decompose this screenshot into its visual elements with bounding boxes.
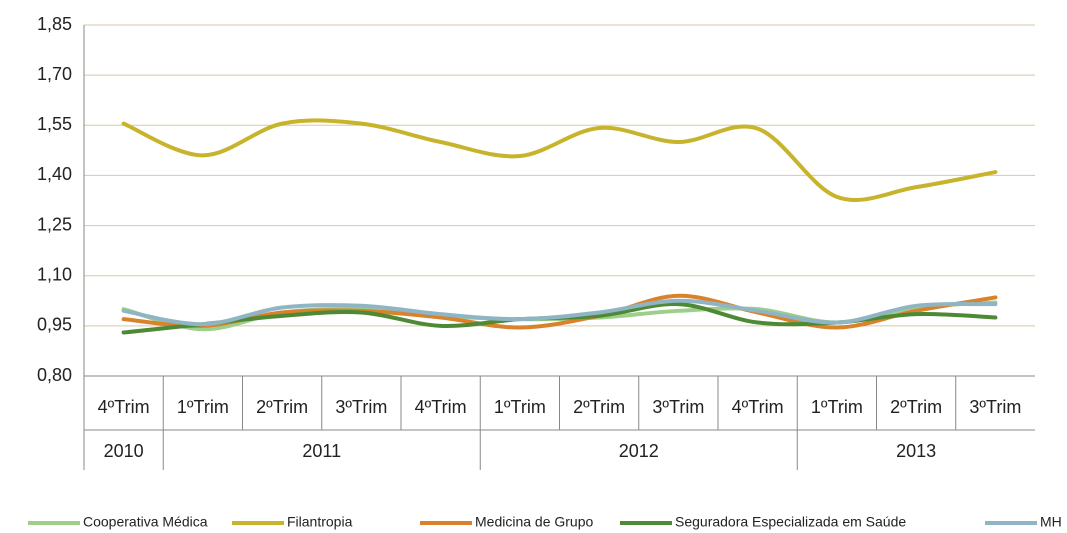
group-label: 2011 [302, 441, 341, 461]
y-tick-label: 1,25 [37, 214, 72, 234]
x-tick-label: 2ºTrim [890, 397, 942, 417]
x-tick-label: 3ºTrim [652, 397, 704, 417]
series-line [121, 298, 998, 327]
group-label: 2013 [896, 441, 936, 461]
x-tick-label: 4ºTrim [415, 397, 467, 417]
series-line [121, 118, 998, 202]
legend-label: Seguradora Especializada em Saúde [675, 514, 906, 530]
group-label: 2010 [104, 441, 144, 461]
y-tick-label: 1,40 [37, 164, 72, 184]
x-tick-label: 1ºTrim [177, 397, 229, 417]
x-tick-label: 1ºTrim [811, 397, 863, 417]
series-line [121, 293, 998, 330]
y-tick-label: 0,95 [37, 315, 72, 335]
legend-label: Cooperativa Médica [83, 514, 208, 530]
y-tick-label: 1,55 [37, 114, 72, 134]
y-tick-label: 0,80 [37, 365, 72, 385]
y-tick-label: 1,85 [37, 14, 72, 34]
legend-label: Filantropia [287, 514, 353, 530]
y-tick-label: 1,10 [37, 264, 72, 284]
group-label: 2012 [619, 441, 659, 461]
x-tick-label: 3ºTrim [969, 397, 1021, 417]
legend-label: Medicina de Grupo [475, 514, 594, 530]
legend-label: MH [1040, 514, 1062, 530]
y-tick-label: 1,70 [37, 64, 72, 84]
x-tick-label: 1ºTrim [494, 397, 546, 417]
x-tick-label: 4ºTrim [732, 397, 784, 417]
x-tick-label: 3ºTrim [335, 397, 387, 417]
x-tick-label: 2ºTrim [573, 397, 625, 417]
x-tick-label: 4ºTrim [98, 397, 150, 417]
x-tick-label: 2ºTrim [256, 397, 308, 417]
